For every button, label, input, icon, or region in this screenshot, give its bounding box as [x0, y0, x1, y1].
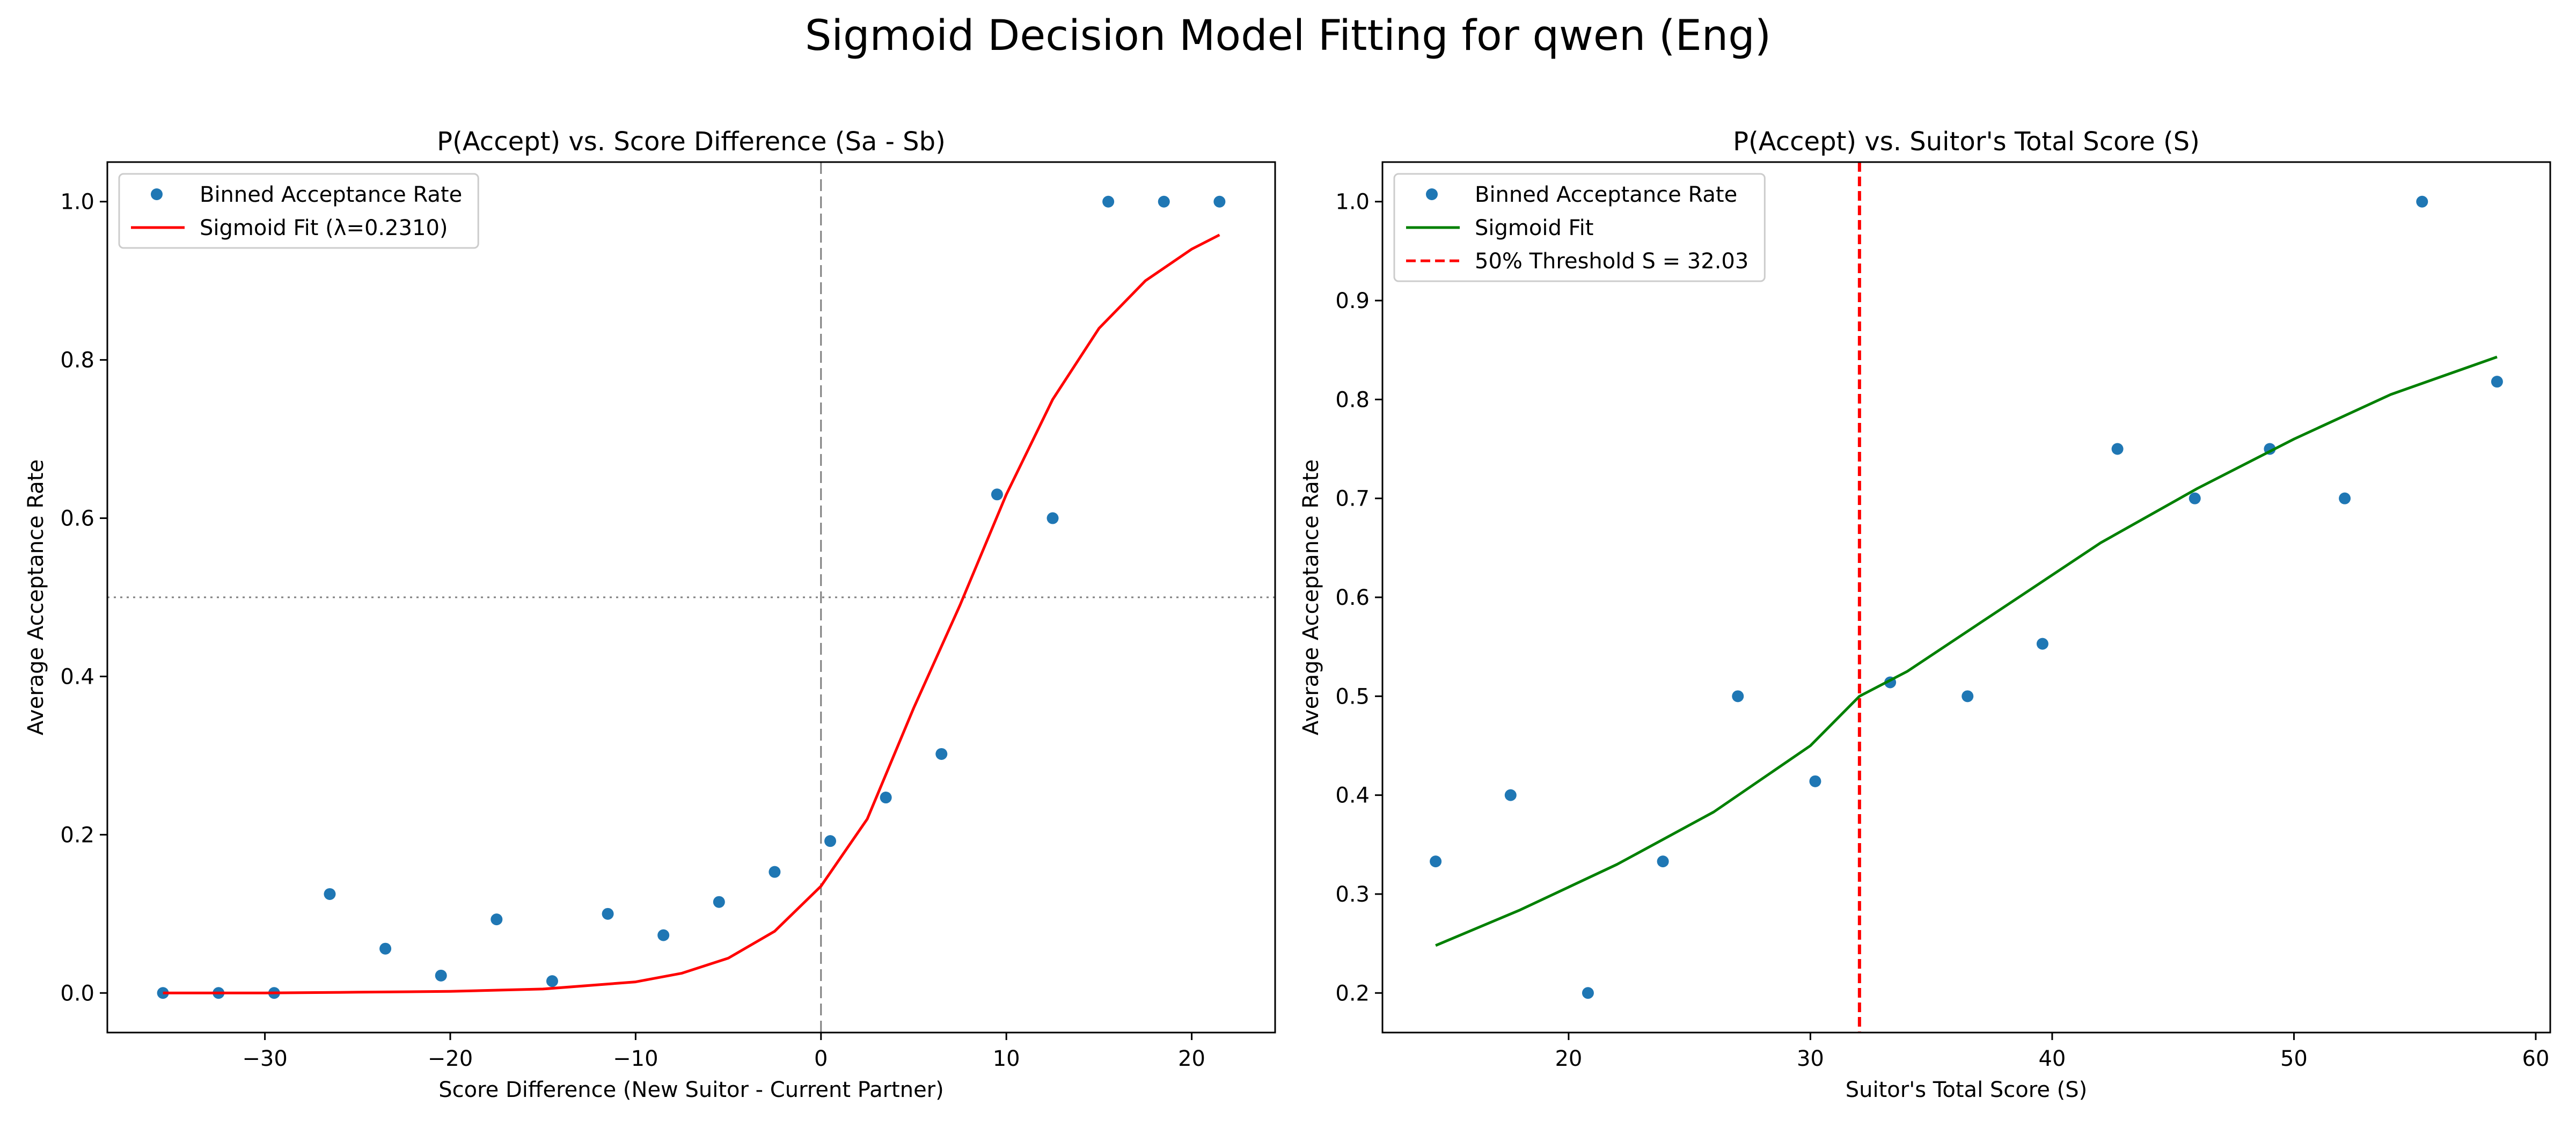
y-tick-label: 0.0	[60, 981, 94, 1006]
y-tick-label: 0.4	[1335, 784, 1370, 808]
data-point-12	[824, 835, 837, 847]
data-point-14	[2491, 376, 2503, 388]
legend: Binned Acceptance Rate Sigmoid Fit 50% Thr…	[1393, 173, 1766, 282]
data-point-17	[1102, 195, 1115, 208]
data-point-12	[2339, 492, 2351, 504]
data-point-9	[2111, 443, 2124, 455]
left-chart-panel: −30 −20 −10 0 10 20 0.0 0.2 0.4 0.6 0.8 1.0 P(Accept…	[24, 127, 1276, 1102]
y-tick-label: 0.2	[1335, 981, 1370, 1006]
data-point-5	[435, 969, 447, 982]
data-point-18	[1158, 195, 1170, 208]
data-point-5	[1809, 775, 1821, 787]
x-axis-label: Suitor's Total Score (S)	[1846, 1078, 2088, 1102]
legend-marker	[1426, 188, 1438, 200]
axes-frame	[106, 161, 1276, 1034]
data-point-6	[491, 913, 503, 926]
data-point-9	[657, 929, 670, 941]
data-point-7	[1962, 690, 1974, 702]
chart-title: P(Accept) vs. Suitor's Total Score (S)	[1733, 127, 2200, 157]
y-tick-label: 0.4	[60, 664, 94, 689]
fit-line-series-1	[163, 233, 1220, 994]
data-point-3	[1657, 855, 1669, 868]
data-point-16	[1046, 512, 1059, 524]
data-point-14	[935, 748, 948, 760]
x-tick-label: 20	[1555, 1046, 1582, 1071]
legend-box	[1393, 173, 1766, 282]
y-axis-label: Average Acceptance Rate	[1299, 459, 1323, 735]
legend: Binned Acceptance Rate Sigmoid Fit (λ=0.2…	[118, 173, 479, 249]
y-tick-label: 0.5	[1335, 684, 1370, 709]
y-tick-label: 0.8	[1335, 387, 1370, 412]
y-tick-label: 0.2	[60, 823, 94, 847]
y-tick-label: 0.6	[60, 507, 94, 531]
right-chart-panel: 20 30 40 50 60 0.2 0.3 0.4 0.5 0.6 0.7 0.8 0.9 1.0 P(A…	[1299, 127, 2551, 1102]
y-tick-label: 0.6	[1335, 586, 1370, 610]
x-tick-label: 20	[1178, 1046, 1205, 1071]
data-point-19	[1213, 195, 1226, 208]
y-tick-label: 0.7	[1335, 487, 1370, 511]
x-tick-label: −30	[242, 1046, 287, 1071]
legend-label: Sigmoid Fit	[1475, 216, 1593, 240]
data-point-11	[769, 866, 781, 878]
data-point-15	[991, 488, 1003, 501]
legend-label: Binned Acceptance Rate	[1475, 182, 1737, 207]
data-point-2	[1582, 987, 1594, 999]
data-point-7	[546, 975, 558, 987]
data-point-13	[880, 792, 892, 804]
data-point-8	[2036, 638, 2048, 650]
data-point-0	[1430, 855, 1442, 868]
legend-marker	[151, 188, 163, 200]
data-point-13	[2416, 195, 2428, 208]
data-point-3	[324, 888, 336, 900]
x-tick-label: −20	[428, 1046, 473, 1071]
x-axis-label: Score Difference (New Suitor - Current P…	[438, 1078, 943, 1102]
data-point-10	[2189, 492, 2201, 504]
y-tick-label: 0.8	[60, 348, 94, 373]
legend-label: 50% Threshold S = 32.03	[1475, 249, 1748, 274]
x-tick-label: 60	[2522, 1046, 2550, 1071]
data-point-8	[602, 908, 614, 920]
y-axis-label: Average Acceptance Rate	[24, 459, 48, 735]
data-point-4	[379, 942, 392, 955]
data-point-4	[1732, 690, 1744, 702]
y-tick-label: 0.3	[1335, 882, 1370, 907]
x-tick-label: 0	[814, 1046, 828, 1071]
legend-label: Sigmoid Fit (λ=0.2310)	[200, 216, 448, 240]
y-tick-label: 1.0	[1335, 190, 1370, 215]
chart-title: P(Accept) vs. Score Difference (Sa - Sb)	[437, 127, 946, 157]
data-point-10	[713, 896, 725, 908]
y-tick-label: 1.0	[60, 190, 94, 215]
y-tick-label: 0.9	[1335, 289, 1370, 313]
x-tick-label: −10	[613, 1046, 658, 1071]
x-tick-label: 30	[1797, 1046, 1824, 1071]
x-tick-label: 50	[2280, 1046, 2308, 1071]
fit-line-series-1	[1435, 355, 2498, 947]
figure-title: Sigmoid Decision Model Fitting for qwen …	[804, 12, 1772, 60]
axes-frame	[1381, 161, 2551, 1034]
x-tick-label: 40	[2038, 1046, 2066, 1071]
legend-box	[118, 173, 479, 249]
data-point-1	[1504, 789, 1517, 801]
legend-label: Binned Acceptance Rate	[200, 182, 462, 207]
x-tick-label: 10	[993, 1046, 1020, 1071]
